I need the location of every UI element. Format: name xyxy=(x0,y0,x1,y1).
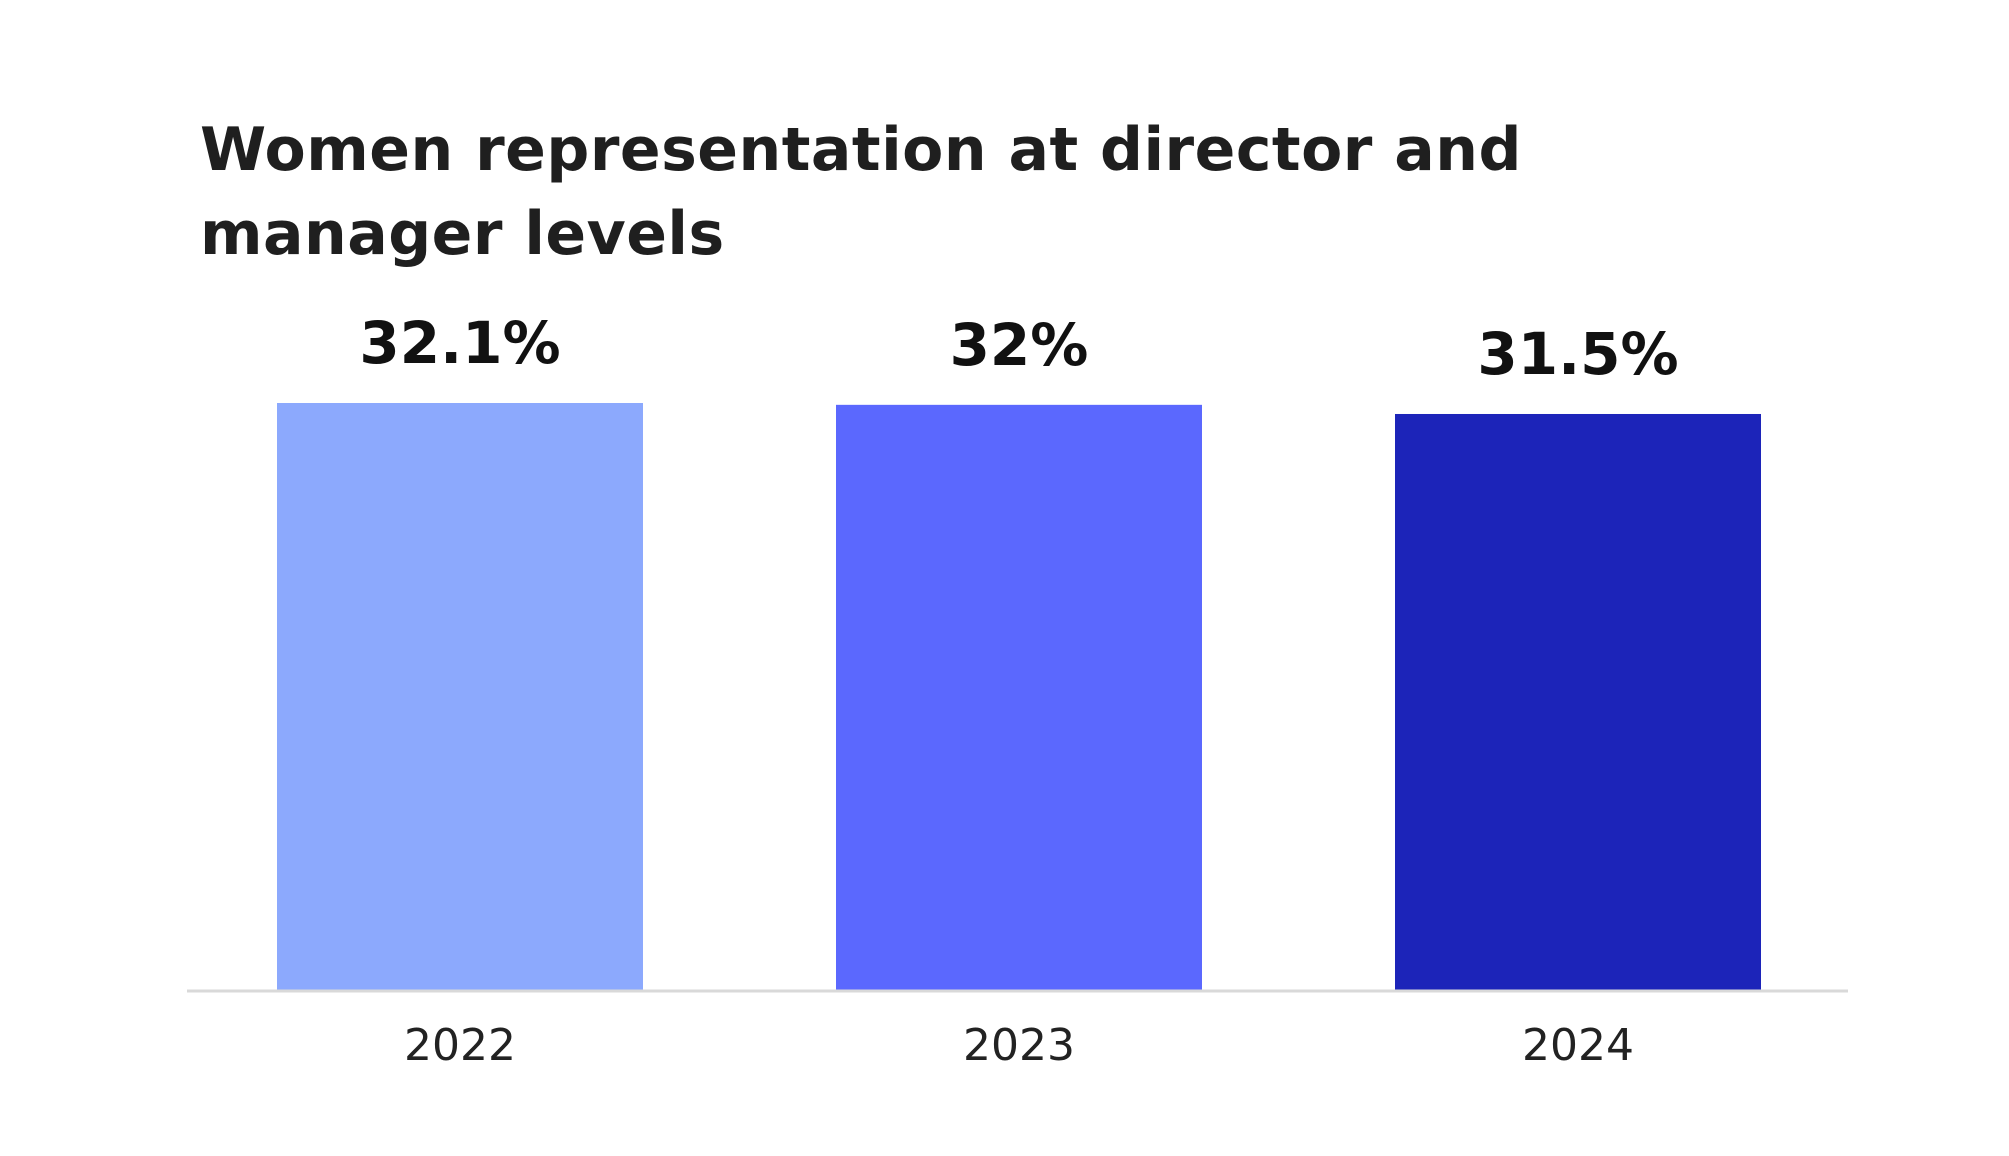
x-tick-label-2022: 2022 xyxy=(404,1020,516,1071)
chart-title: Women representation at director and man… xyxy=(200,115,1522,269)
bar-2022 xyxy=(277,403,643,991)
value-label-2024: 31.5% xyxy=(1477,320,1678,388)
labels-group: 32.1% 2022 32% 2023 31.5% 2024 xyxy=(359,309,1678,1071)
bar-2024 xyxy=(1395,413,1761,991)
value-label-2023: 32% xyxy=(950,311,1089,379)
value-label-2022: 32.1% xyxy=(359,309,560,377)
x-tick-label-2023: 2023 xyxy=(963,1020,1075,1071)
bars-group xyxy=(277,403,1761,991)
x-tick-label-2024: 2024 xyxy=(1522,1020,1634,1071)
bar-2023 xyxy=(836,404,1202,991)
